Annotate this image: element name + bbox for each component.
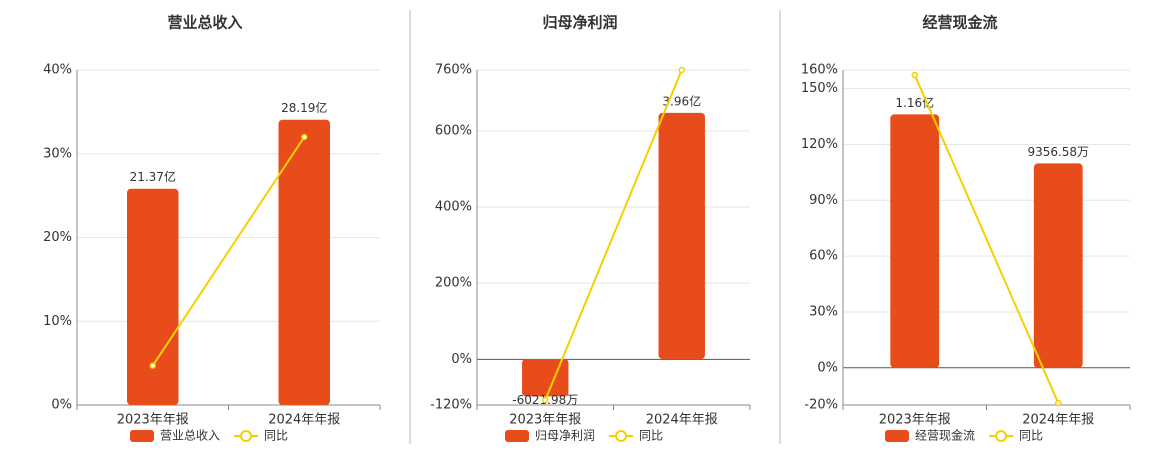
y-tick-label: 600% <box>435 123 472 138</box>
line-point <box>911 71 918 79</box>
legend-label: 营业总收入 <box>160 429 220 443</box>
legend-label: 经营现金流 <box>915 428 975 443</box>
value-label: 3.96亿 <box>662 93 701 108</box>
y-tick-label: 0% <box>451 352 472 367</box>
y-tick-label: 30% <box>809 304 838 319</box>
bar <box>522 359 569 397</box>
y-tick-label: 0% <box>51 398 72 413</box>
y-tick-label: 10% <box>43 314 72 329</box>
value-label: 28.19亿 <box>281 100 327 115</box>
line <box>913 74 1060 404</box>
y-tick-label: 60% <box>809 249 838 264</box>
y-tick-label: -120% <box>430 398 472 413</box>
legend-marker <box>615 430 628 442</box>
legend-label: 同比 <box>1019 429 1043 443</box>
x-tick-label: 2024年年报 <box>646 413 718 428</box>
value-label: 21.37亿 <box>130 169 176 184</box>
y-tick-label: 30% <box>43 146 72 161</box>
y-tick-label: 400% <box>435 200 472 215</box>
legend-label: 同比 <box>639 429 663 443</box>
bar <box>658 112 705 360</box>
bar <box>126 188 179 405</box>
y-tick-label: 200% <box>435 276 472 291</box>
chart-title: 营业总收入 <box>167 14 242 32</box>
legend-label: 同比 <box>264 429 288 443</box>
line <box>151 136 306 367</box>
line-point <box>149 362 156 369</box>
bar <box>278 119 331 405</box>
y-tick-label: -20% <box>804 398 838 413</box>
bar <box>1033 163 1083 368</box>
value-label: 9356.58万 <box>1027 145 1089 159</box>
x-tick-label: 2024年年报 <box>1022 413 1094 428</box>
line-point <box>678 66 685 74</box>
y-tick-label: 120% <box>801 137 838 152</box>
legend-marker <box>995 430 1008 442</box>
y-tick-label: 760% <box>435 63 472 78</box>
bar <box>890 114 940 368</box>
x-tick-label: 2024年年报 <box>268 413 340 428</box>
x-tick-label: 2023年年报 <box>117 413 189 428</box>
chart-title: 经营现金流 <box>922 14 997 32</box>
legend-swatch <box>505 430 529 442</box>
line-point <box>301 133 308 141</box>
y-tick-label: 160% <box>801 63 838 78</box>
line <box>544 69 683 401</box>
y-tick-label: 90% <box>809 193 838 208</box>
legend-label: 归母净利润 <box>535 429 595 443</box>
x-tick-label: 2023年年报 <box>509 413 581 428</box>
legend-swatch <box>130 430 154 442</box>
chart-title: 归母净利润 <box>542 14 617 32</box>
y-tick-label: 40% <box>43 63 72 78</box>
y-tick-label: 0% <box>817 360 838 375</box>
y-tick-label: 20% <box>43 230 72 245</box>
y-tick-label: 150% <box>801 81 838 96</box>
line-point <box>542 396 549 404</box>
legend-swatch <box>885 430 909 442</box>
legend-marker <box>240 430 253 442</box>
x-tick-label: 2023年年报 <box>879 413 951 428</box>
line-point <box>1055 399 1062 407</box>
